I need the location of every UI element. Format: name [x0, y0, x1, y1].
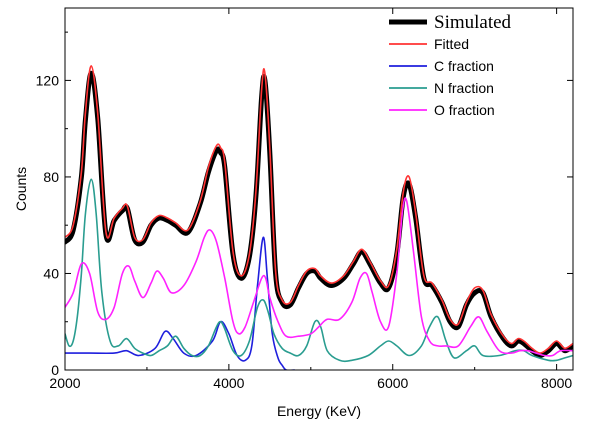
series-line-fitted — [65, 65, 573, 354]
x-tick-label: 2000 — [49, 375, 80, 391]
legend-label-o-fraction: O fraction — [434, 102, 495, 118]
y-axis-title: Counts — [13, 167, 29, 211]
x-axis-title: Energy (KeV) — [277, 403, 361, 419]
series-line-simulated — [65, 70, 573, 358]
series-line-n-fraction — [65, 178, 573, 363]
ticks-layer: 2000 4000 6000 8000 0 40 80 120 — [36, 8, 573, 391]
y-tick-label: 80 — [43, 169, 59, 185]
legend-label-simulated: Simulated — [434, 12, 512, 33]
legend: Simulated Fitted C fraction N fraction O fra… — [389, 12, 512, 118]
y-tick-label: 40 — [43, 265, 59, 281]
legend-label-c-fraction: C fraction — [434, 58, 494, 74]
x-tick-label: 8000 — [541, 375, 572, 391]
plot-frame — [64, 7, 574, 371]
series-line-o-fraction — [65, 197, 573, 357]
legend-label-n-fraction: N fraction — [434, 80, 494, 96]
legend-label-fitted: Fitted — [434, 36, 469, 52]
series-layer — [65, 65, 573, 370]
y-tick-label: 0 — [51, 362, 59, 378]
x-tick-label: 4000 — [213, 375, 244, 391]
x-tick-label: 6000 — [377, 375, 408, 391]
series-line-c-fraction — [65, 236, 296, 370]
y-tick-label: 120 — [36, 72, 60, 88]
